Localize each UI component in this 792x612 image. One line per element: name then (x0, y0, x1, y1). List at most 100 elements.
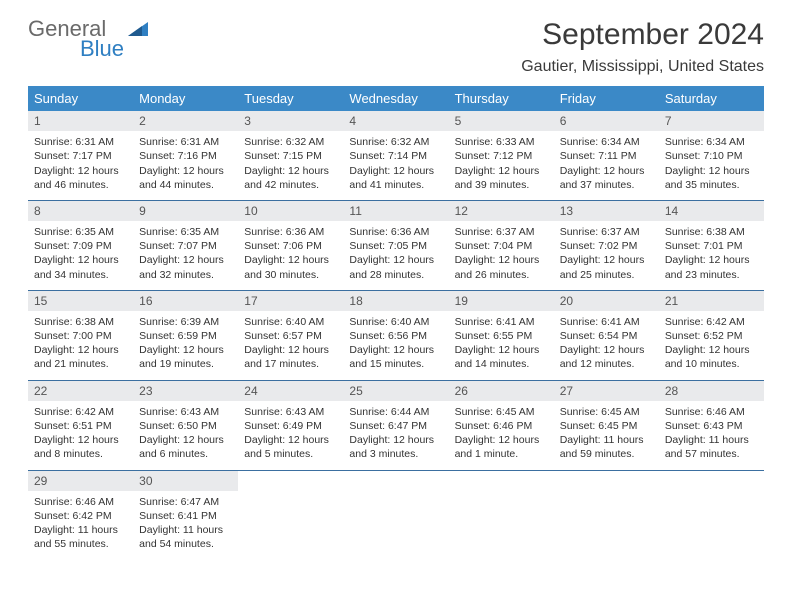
day-content-cell (659, 491, 764, 560)
day-number-cell (659, 470, 764, 491)
daylight-line-1: Daylight: 12 hours (139, 343, 232, 357)
sunrise-line: Sunrise: 6:42 AM (34, 405, 127, 419)
day-content-cell: Sunrise: 6:45 AMSunset: 6:45 PMDaylight:… (554, 401, 659, 470)
day-number-cell: 29 (28, 470, 133, 491)
daylight-line-2: and 59 minutes. (560, 447, 653, 461)
day-number-row: 22232425262728 (28, 380, 764, 401)
week-content-row: Sunrise: 6:46 AMSunset: 6:42 PM Daylight:… (28, 491, 764, 560)
sunset-line: Sunset: 7:04 PM (455, 239, 548, 253)
daylight-line-2: and 3 minutes. (349, 447, 442, 461)
day-content-cell: Sunrise: 6:31 AMSunset: 7:16 PMDaylight:… (133, 131, 238, 200)
brand-triangle-icon (128, 20, 150, 38)
daylight-line-2: and 21 minutes. (34, 357, 127, 371)
sunset-line: Sunset: 6:46 PM (455, 419, 548, 433)
daylight-line-2: and 55 minutes. (34, 537, 127, 551)
week-content-row: Sunrise: 6:31 AMSunset: 7:17 PMDaylight:… (28, 131, 764, 200)
day-header: Saturday (659, 86, 764, 111)
day-content-cell: Sunrise: 6:35 AMSunset: 7:09 PMDaylight:… (28, 221, 133, 290)
daylight-line-2: and 26 minutes. (455, 268, 548, 282)
day-number-cell: 20 (554, 290, 659, 311)
sunset-line: Sunset: 7:15 PM (244, 149, 337, 163)
sunset-line: Sunset: 7:14 PM (349, 149, 442, 163)
sunset-line: Sunset: 7:01 PM (665, 239, 758, 253)
daylight-line-2: and 41 minutes. (349, 178, 442, 192)
day-number-cell: 12 (449, 200, 554, 221)
daylight-line-2: and 17 minutes. (244, 357, 337, 371)
day-content-cell: Sunrise: 6:36 AMSunset: 7:05 PMDaylight:… (343, 221, 448, 290)
daylight-line-1: Daylight: 12 hours (665, 164, 758, 178)
sunrise-line: Sunrise: 6:38 AM (34, 315, 127, 329)
daylight-line-2: and 10 minutes. (665, 357, 758, 371)
day-number-cell: 15 (28, 290, 133, 311)
day-number-cell: 1 (28, 111, 133, 131)
daylight-line-1: Daylight: 12 hours (34, 253, 127, 267)
sunrise-line: Sunrise: 6:40 AM (349, 315, 442, 329)
daylight-line-2: and 25 minutes. (560, 268, 653, 282)
sunrise-line: Sunrise: 6:47 AM (139, 495, 232, 509)
day-header: Friday (554, 86, 659, 111)
daylight-line-1: Daylight: 12 hours (34, 164, 127, 178)
daylight-line-2: and 12 minutes. (560, 357, 653, 371)
daylight-line-2: and 35 minutes. (665, 178, 758, 192)
calendar-table: SundayMondayTuesdayWednesdayThursdayFrid… (28, 86, 764, 559)
sunset-line: Sunset: 6:52 PM (665, 329, 758, 343)
daylight-line-2: and 6 minutes. (139, 447, 232, 461)
sunset-line: Sunset: 7:11 PM (560, 149, 653, 163)
title-block: September 2024 Gautier, Mississippi, Uni… (521, 18, 764, 76)
sunrise-line: Sunrise: 6:32 AM (244, 135, 337, 149)
daylight-line-1: Daylight: 12 hours (455, 433, 548, 447)
daylight-line-1: Daylight: 12 hours (455, 164, 548, 178)
daylight-line-2: and 15 minutes. (349, 357, 442, 371)
daylight-line-1: Daylight: 12 hours (349, 164, 442, 178)
sunrise-line: Sunrise: 6:44 AM (349, 405, 442, 419)
sunrise-line: Sunrise: 6:46 AM (34, 495, 127, 509)
daylight-line-2: and 32 minutes. (139, 268, 232, 282)
daylight-line-2: and 30 minutes. (244, 268, 337, 282)
day-number-cell: 24 (238, 380, 343, 401)
sunrise-line: Sunrise: 6:31 AM (34, 135, 127, 149)
day-content-cell: Sunrise: 6:32 AMSunset: 7:14 PMDaylight:… (343, 131, 448, 200)
sunset-line: Sunset: 6:41 PM (139, 509, 232, 523)
daylight-line-2: and 37 minutes. (560, 178, 653, 192)
location-subtitle: Gautier, Mississippi, United States (521, 58, 764, 76)
daylight-line-1: Daylight: 11 hours (139, 523, 232, 537)
sunset-line: Sunset: 6:49 PM (244, 419, 337, 433)
day-header: Thursday (449, 86, 554, 111)
daylight-line-2: and 1 minute. (455, 447, 548, 461)
daylight-line-1: Daylight: 11 hours (560, 433, 653, 447)
day-header: Monday (133, 86, 238, 111)
day-number-cell: 2 (133, 111, 238, 131)
day-content-cell: Sunrise: 6:40 AMSunset: 6:57 PMDaylight:… (238, 311, 343, 380)
day-number-cell: 30 (133, 470, 238, 491)
sunrise-line: Sunrise: 6:39 AM (139, 315, 232, 329)
day-number-cell: 25 (343, 380, 448, 401)
daylight-line-1: Daylight: 12 hours (455, 343, 548, 357)
day-header: Wednesday (343, 86, 448, 111)
sunset-line: Sunset: 7:10 PM (665, 149, 758, 163)
sunset-line: Sunset: 6:56 PM (349, 329, 442, 343)
day-number-row: 15161718192021 (28, 290, 764, 311)
day-number-cell: 5 (449, 111, 554, 131)
daylight-line-2: and 14 minutes. (455, 357, 548, 371)
sunrise-line: Sunrise: 6:43 AM (244, 405, 337, 419)
sunrise-line: Sunrise: 6:36 AM (244, 225, 337, 239)
day-content-cell: Sunrise: 6:34 AMSunset: 7:10 PMDaylight:… (659, 131, 764, 200)
daylight-line-1: Daylight: 12 hours (244, 253, 337, 267)
sunset-line: Sunset: 7:07 PM (139, 239, 232, 253)
day-content-cell: Sunrise: 6:47 AMSunset: 6:41 PMDaylight:… (133, 491, 238, 560)
sunrise-line: Sunrise: 6:36 AM (349, 225, 442, 239)
day-header: Sunday (28, 86, 133, 111)
sunrise-line: Sunrise: 6:34 AM (560, 135, 653, 149)
daylight-line-1: Daylight: 12 hours (665, 343, 758, 357)
day-content-cell: Sunrise: 6:38 AMSunset: 7:00 PMDaylight:… (28, 311, 133, 380)
day-content-cell: Sunrise: 6:39 AMSunset: 6:59 PMDaylight:… (133, 311, 238, 380)
day-content-cell (449, 491, 554, 560)
daylight-line-1: Daylight: 12 hours (34, 343, 127, 357)
day-number-cell: 28 (659, 380, 764, 401)
sunset-line: Sunset: 7:17 PM (34, 149, 127, 163)
sunrise-line: Sunrise: 6:38 AM (665, 225, 758, 239)
sunset-line: Sunset: 7:06 PM (244, 239, 337, 253)
sunset-line: Sunset: 6:47 PM (349, 419, 442, 433)
sunset-line: Sunset: 6:42 PM (34, 509, 127, 523)
day-number-cell: 13 (554, 200, 659, 221)
